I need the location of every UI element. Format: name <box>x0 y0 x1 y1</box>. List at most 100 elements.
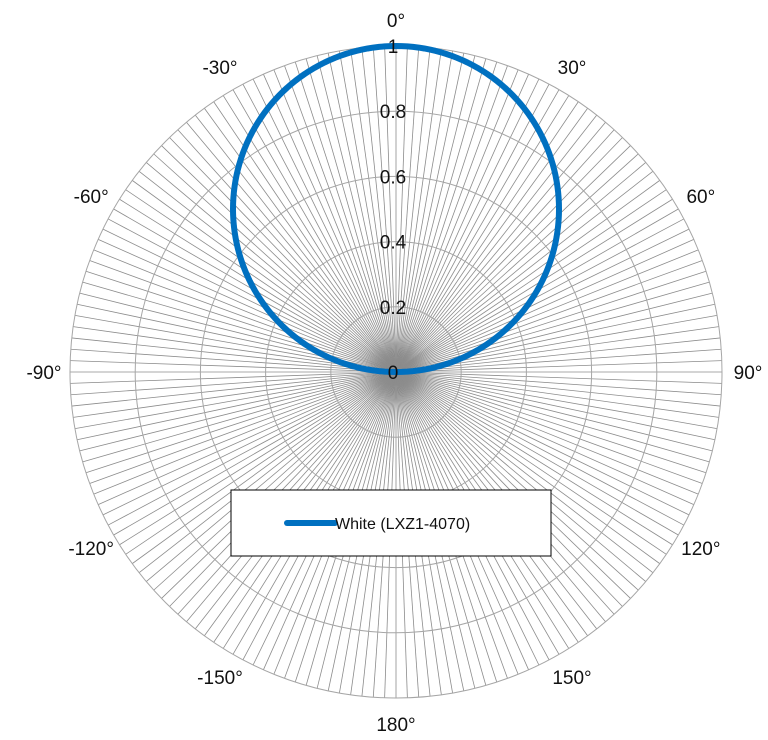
radial-spoke <box>113 371 397 536</box>
radial-spoke <box>71 371 397 407</box>
radial-spoke <box>395 371 713 452</box>
radial-spoke <box>395 371 694 505</box>
radial-spoke <box>395 61 498 373</box>
radial-spoke <box>395 83 550 373</box>
radial-spoke <box>98 371 397 505</box>
angle-tick-label: -90° <box>26 363 61 384</box>
radial-spoke <box>384 46 397 373</box>
radial-tick-label: 0.8 <box>380 102 406 123</box>
radial-spoke <box>372 46 397 373</box>
radial-spoke <box>232 89 397 373</box>
radial-tick-label: 0 <box>388 363 399 384</box>
radial-spoke <box>85 270 397 373</box>
angle-tick-label: 60° <box>686 187 715 208</box>
legend-entry-label: White (LXZ1-4070) <box>335 516 470 533</box>
radial-spoke <box>395 371 639 591</box>
radial-spoke <box>146 162 397 373</box>
radial-spoke <box>395 292 713 373</box>
radial-spoke <box>132 371 397 564</box>
radial-spoke <box>242 83 397 373</box>
radial-spoke <box>70 360 397 373</box>
angle-tick-label: -60° <box>74 187 109 208</box>
radial-spoke <box>395 78 540 373</box>
radial-spoke <box>395 89 560 373</box>
radial-spoke <box>395 69 519 373</box>
radial-ring <box>199 175 593 569</box>
radial-spoke <box>85 371 397 474</box>
radial-spoke <box>161 145 397 373</box>
radial-spoke <box>395 371 721 407</box>
radial-spoke <box>294 61 397 373</box>
radial-spoke <box>395 228 690 373</box>
radial-spoke <box>395 371 719 418</box>
radial-spoke <box>89 260 397 373</box>
radial-spoke <box>395 129 615 373</box>
radial-spoke <box>395 371 623 607</box>
radial-spoke <box>132 180 397 373</box>
radial-spoke <box>395 58 487 373</box>
radial-spoke <box>70 348 397 373</box>
radial-spoke <box>138 170 397 373</box>
radial-spoke <box>74 371 397 430</box>
radial-spoke <box>119 371 397 546</box>
radial-spoke <box>395 281 710 373</box>
radial-spoke <box>98 239 397 373</box>
radial-spoke <box>125 189 397 373</box>
radial-spoke <box>186 122 397 373</box>
radial-spoke <box>70 371 397 396</box>
radial-spoke <box>89 371 397 484</box>
angle-tick-label: 120° <box>681 539 720 560</box>
radial-spoke <box>395 239 694 373</box>
radial-spoke <box>395 270 707 373</box>
radial-spoke <box>93 249 397 373</box>
angle-tick-label: -30° <box>202 58 237 79</box>
radial-spoke <box>194 114 397 373</box>
radial-spoke <box>350 49 397 373</box>
radial-spoke <box>102 371 397 516</box>
radial-spoke <box>395 218 685 373</box>
radial-spoke <box>125 371 397 555</box>
radial-spoke <box>395 371 715 441</box>
radial-spoke <box>395 162 646 373</box>
radial-spoke <box>395 55 476 373</box>
radial-spoke <box>284 65 397 373</box>
radial-spoke <box>395 371 667 555</box>
series-layer <box>230 43 562 375</box>
radial-spoke <box>316 55 397 373</box>
radial-spoke <box>138 371 397 574</box>
radial-spoke <box>327 53 397 373</box>
radial-spoke <box>161 371 397 599</box>
radial-spoke <box>119 198 397 373</box>
radial-spoke <box>222 95 397 373</box>
radial-spoke <box>395 371 722 384</box>
radial-spoke <box>153 371 397 591</box>
radial-spoke <box>395 371 703 484</box>
radial-spoke <box>395 189 667 373</box>
radial-spoke <box>395 74 529 373</box>
radial-spoke <box>395 137 623 373</box>
radial-spoke <box>395 371 654 574</box>
radial-spoke <box>102 228 397 373</box>
radial-tick-label: 0.6 <box>380 167 406 188</box>
radial-spoke <box>395 108 588 373</box>
radial-spoke <box>263 74 397 373</box>
radial-spoke <box>395 337 721 373</box>
angle-tick-label: 90° <box>734 363 763 384</box>
angle-tick-label: 180° <box>376 715 415 736</box>
angle-tick-labels: 0° 30° 60° 90° 120° 150° 180° -150° -120° -90° -60… <box>26 11 762 736</box>
radial-spoke <box>395 170 654 373</box>
radial-tick-label: 1 <box>388 37 399 58</box>
series-line <box>230 43 562 375</box>
angle-tick-label: -120° <box>68 539 114 560</box>
radial-ring <box>134 110 658 634</box>
radial-spoke <box>169 137 397 373</box>
radial-spoke <box>395 260 703 373</box>
radial-spoke <box>79 292 397 373</box>
radial-spoke <box>395 46 408 373</box>
radial-spoke <box>71 337 397 373</box>
radial-spoke <box>395 371 631 599</box>
radial-spoke <box>204 108 397 373</box>
radial-spoke <box>395 198 673 373</box>
